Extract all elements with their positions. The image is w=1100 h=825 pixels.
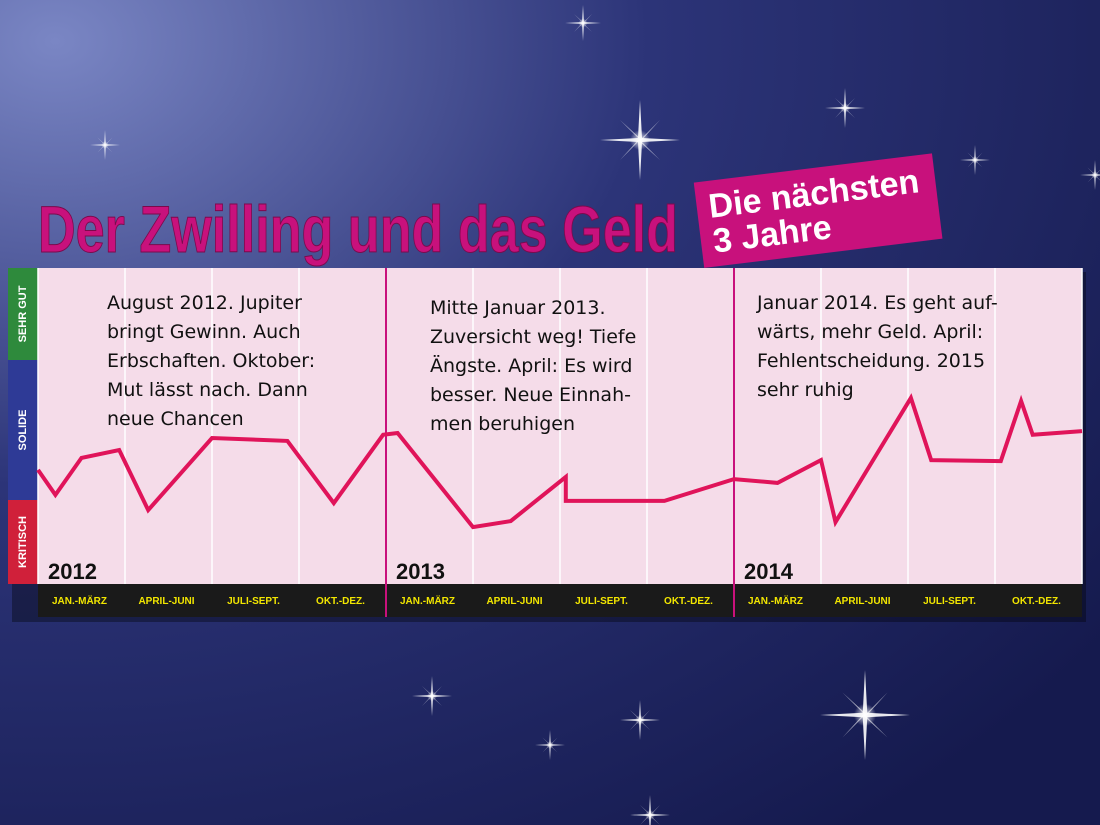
x-tick-label: APRIL-JUNI [138,596,194,607]
x-tick-label: JULI-SEPT. [227,596,280,607]
x-tick-label: OKT.-DEZ. [664,596,713,607]
x-tick-label: OKT.-DEZ. [316,596,365,607]
x-tick-label: APRIL-JUNI [486,596,542,607]
x-tick-label: OKT.-DEZ. [1012,596,1061,607]
badge-box [693,153,943,268]
band-label: SEHR GUT [17,285,29,342]
data-line [36,393,1083,530]
annotation-line: wärts, mehr Geld. April: [757,321,983,343]
annotation-line: sehr ruhig [757,379,854,401]
annotation-line: men beruhigen [430,413,575,435]
band-label: KRITISCH [17,516,29,568]
annotation-line: Fehlentscheidung. 2015 [757,350,985,372]
x-tick-label: JULI-SEPT. [923,596,976,607]
x-tick-label: JAN.-MÄRZ [400,594,455,607]
annotation-line: August 2012. Jupiter [107,292,302,314]
band [8,360,38,500]
x-tick-label: JULI-SEPT. [575,596,628,607]
x-tick-label: APRIL-JUNI [834,596,890,607]
band [8,268,38,360]
year-label: 2013 [396,559,445,584]
annotation-line: Ängste. April: Es wird [430,354,632,377]
x-tick-label: JAN.-MÄRZ [748,594,803,607]
x-tick-label: JAN.-MÄRZ [52,594,107,607]
band-label: SOLIDE [17,410,29,451]
chart-title: Der Zwilling und das Geld [38,192,678,266]
annotation-line: Zuversicht weg! Tiefe [430,326,636,348]
annotation-line: Mut lässt nach. Dann [107,379,308,401]
year-label: 2014 [744,559,794,584]
annotation-line: bringt Gewinn. Auch [107,321,301,343]
quarter-strip [38,584,1082,617]
annotation-line: Erbschaften. Oktober: [107,350,315,372]
band [8,500,38,584]
badge: Die nächsten 3 Jahre [693,153,943,268]
annotation-line: neue Chancen [107,408,244,430]
chart-layer: SEHR GUT SOLIDE KRITISCH JAN.-MÄRZ APRIL-JUN… [8,268,1083,617]
annotation-line: Mitte Januar 2013. [430,297,606,319]
annotation-line: besser. Neue Einnah- [430,384,631,406]
year-label: 2012 [48,559,97,584]
annotation-line: Januar 2014. Es geht auf- [756,292,998,314]
